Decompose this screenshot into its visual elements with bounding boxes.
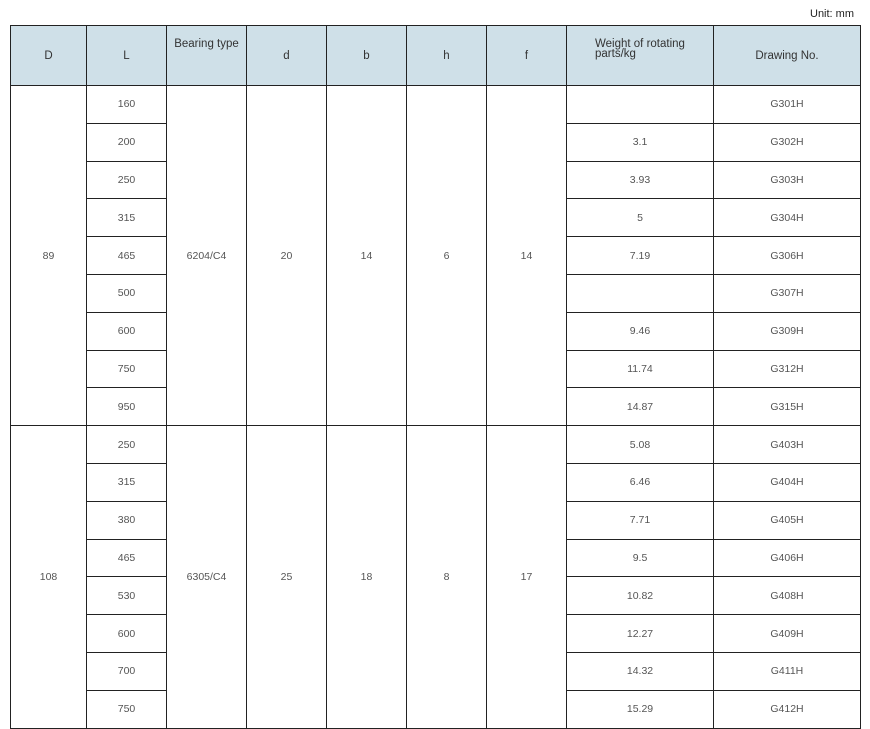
cell-weight: 15.29: [566, 689, 714, 729]
table-row: 600 12.27 G409H: [11, 614, 861, 653]
cell-f: 14: [486, 84, 567, 427]
header-f: f: [486, 25, 567, 86]
cell-drawing-no: G412H: [713, 689, 861, 729]
cell-weight: 11.74: [566, 349, 714, 389]
cell-weight: 5: [566, 198, 714, 238]
cell-drawing-no: G307H: [713, 273, 861, 313]
table-row: 530 10.82 G408H: [11, 576, 861, 616]
cell-drawing-no: G304H: [713, 198, 861, 238]
cell-L: 950: [86, 387, 167, 427]
cell-drawing-no: G403H: [713, 425, 861, 464]
cell-h: 8: [406, 425, 487, 729]
cell-L: 700: [86, 651, 167, 691]
cell-L: 250: [86, 425, 167, 464]
table-row: 108 250 6305/C4 25 18 8 17 5.08 G403H: [10, 425, 861, 729]
table-row: 950 14.87 G315H: [11, 387, 861, 427]
cell-weight: 3.93: [566, 160, 714, 200]
cell-weight: 7.71: [566, 500, 714, 540]
table-row: 200 3.1 G302H: [11, 122, 861, 162]
cell-weight: 10.82: [566, 576, 714, 616]
table-row: 750 15.29 G412H: [11, 689, 861, 729]
table-row: 315 5 G304H: [11, 198, 861, 238]
cell-weight: [566, 85, 714, 124]
cell-L: 600: [86, 311, 167, 351]
cell-weight: 14.87: [566, 387, 714, 427]
cell-drawing-no: G405H: [713, 500, 861, 540]
cell-L: 200: [86, 122, 167, 162]
header-weight: Weight of rotating parts/kg: [566, 25, 714, 86]
header-bearing-type: Bearing type: [166, 25, 247, 86]
cell-b: 14: [326, 84, 407, 427]
cell-weight: 7.19: [566, 236, 714, 275]
cell-L: 750: [86, 349, 167, 389]
cell-drawing-no: G411H: [713, 651, 861, 691]
cell-weight: 14.32: [566, 651, 714, 691]
cell-d: 25: [246, 425, 327, 729]
cell-drawing-no: G404H: [713, 462, 861, 502]
cell-L: 465: [86, 236, 167, 275]
bearing-spec-table: D L Bearing type d b h f Weight of rotat…: [10, 25, 861, 729]
cell-L: 530: [86, 576, 167, 616]
header-b: b: [326, 25, 407, 86]
cell-weight: [566, 273, 714, 313]
cell-drawing-no: G312H: [713, 349, 861, 389]
table-row: 89 160 6204/C4 20 14 6 14 G301H: [10, 84, 861, 427]
table-row: 600 9.46 G309H: [11, 311, 861, 351]
cell-weight: 9.5: [566, 538, 714, 578]
cell-weight: 12.27: [566, 614, 714, 653]
cell-d: 20: [246, 84, 327, 427]
table-row: 465 7.19 G306H: [11, 236, 861, 275]
cell-L: 600: [86, 614, 167, 653]
cell-L: 500: [86, 273, 167, 313]
cell-D: 108: [10, 425, 87, 729]
table-row: 700 14.32 G411H: [11, 651, 861, 691]
cell-weight: 3.1: [566, 122, 714, 162]
cell-L: 380: [86, 500, 167, 540]
cell-L: 160: [86, 85, 167, 124]
cell-b: 18: [326, 425, 407, 729]
cell-h: 6: [406, 84, 487, 427]
cell-drawing-no: G315H: [713, 387, 861, 427]
table-row: 250 3.93 G303H: [11, 160, 861, 200]
cell-L: 750: [86, 689, 167, 729]
unit-label: Unit: mm: [810, 8, 854, 20]
header-d: d: [246, 25, 327, 86]
header-row: D L Bearing type d b h f Weight of rotat…: [10, 25, 861, 86]
cell-L: 250: [86, 160, 167, 200]
cell-weight: 6.46: [566, 462, 714, 502]
cell-weight: 5.08: [566, 425, 714, 464]
cell-L: 315: [86, 462, 167, 502]
header-D: D: [10, 25, 87, 86]
cell-drawing-no: G302H: [713, 122, 861, 162]
table-row: 750 11.74 G312H: [11, 349, 861, 389]
cell-weight: 9.46: [566, 311, 714, 351]
header-L: L: [86, 25, 167, 86]
cell-drawing-no: G306H: [713, 236, 861, 275]
cell-drawing-no: G408H: [713, 576, 861, 616]
cell-drawing-no: G301H: [713, 85, 861, 124]
cell-L: 465: [86, 538, 167, 578]
cell-drawing-no: G406H: [713, 538, 861, 578]
cell-bearing-type: 6305/C4: [166, 425, 247, 729]
cell-D: 89: [10, 84, 87, 427]
header-drawing-no: Drawing No.: [713, 25, 861, 86]
cell-drawing-no: G409H: [713, 614, 861, 653]
cell-bearing-type: 6204/C4: [166, 84, 247, 427]
cell-f: 17: [486, 425, 567, 729]
header-h: h: [406, 25, 487, 86]
table-row: 500 G307H: [11, 273, 861, 313]
table-row: 380 7.71 G405H: [11, 500, 861, 540]
cell-drawing-no: G303H: [713, 160, 861, 200]
cell-drawing-no: G309H: [713, 311, 861, 351]
cell-L: 315: [86, 198, 167, 238]
